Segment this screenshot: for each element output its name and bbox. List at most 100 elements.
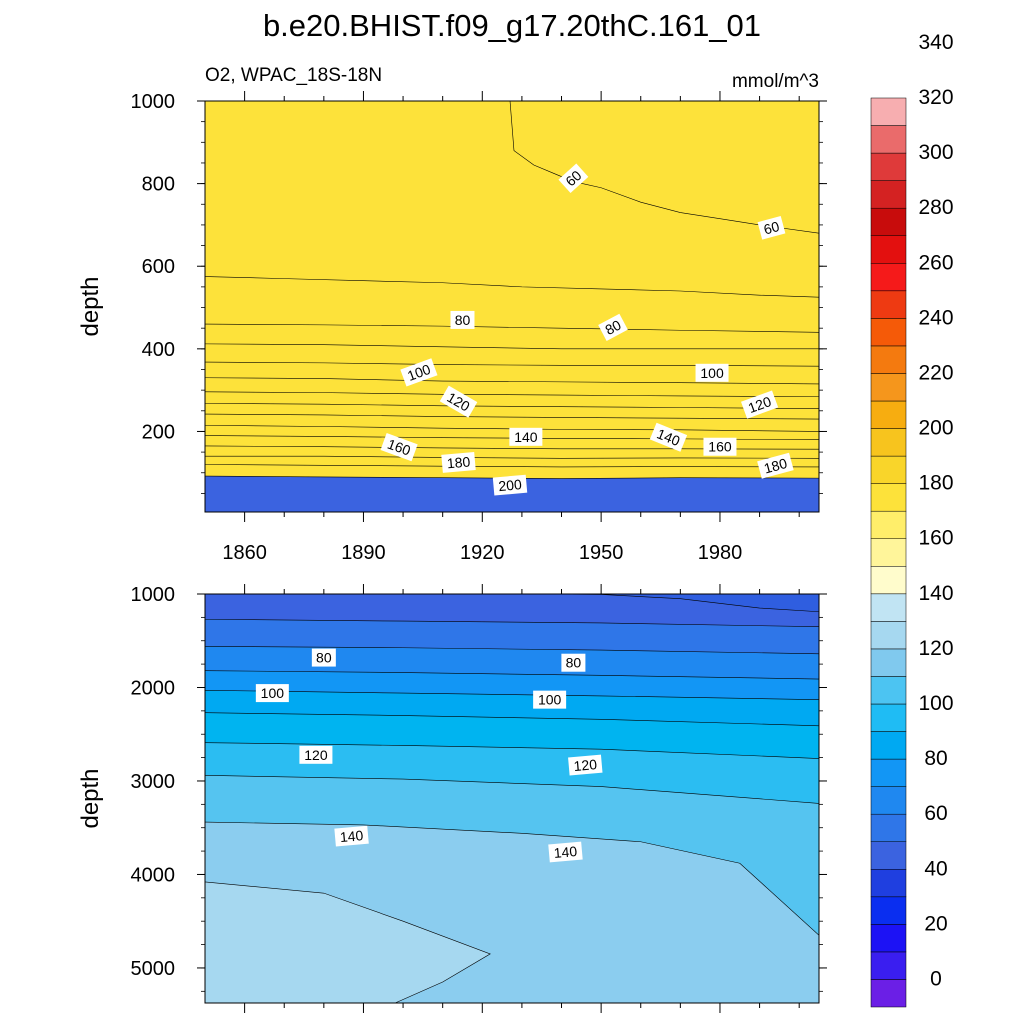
lower-contour-fill: 80 80 100 100 120 120 140 140 [205,594,819,1003]
colorbar-swatch [870,896,907,925]
svg-text:140: 140 [553,843,578,861]
colorbar-tick-label: 280 [918,196,953,219]
colorbar-swatch [870,593,907,622]
lower-contour-label: 80 [311,648,336,667]
colorbar-swatch [870,538,907,567]
colorbar: 0 20 40 60 80 100 120 140 160 180 200 220 240 260 280 3… [870,31,954,1008]
colorbar-swatch [870,786,907,815]
upper-contour-label: 180 [441,452,476,473]
lower-contour-label: 140 [548,841,583,863]
svg-text:80: 80 [602,317,623,339]
colorbar-tick-label: 100 [918,692,953,715]
panel-units-label: mmol/m^3 [732,71,819,92]
upper-contour-label: 140 [509,427,543,446]
colorbar-swatch [870,180,907,209]
upper-contour-label: 140 [649,422,688,452]
upper-contour-label: 80 [598,313,628,341]
colorbar-swatch [870,621,907,650]
upper-contour-label: 160 [380,433,418,462]
upper-y-tick-label: 400 [142,339,175,361]
upper-contour-line-180 [205,455,819,459]
colorbar-tick-label: 320 [918,86,953,109]
upper-plot-frame [204,100,820,513]
upper-contour-label: 60 [757,216,786,240]
colorbar-swatch [870,483,907,512]
colorbar-tick-label: 80 [924,747,947,770]
colorbar-tick-label: 0 [930,967,942,990]
upper-contour-line-150 [205,424,819,432]
colorbar-swatch [870,428,907,457]
upper-contour-line-130 [205,403,819,410]
colorbar-swatch [870,345,907,374]
colorbar-swatch [870,758,907,787]
upper-contour-line-90 [205,343,819,350]
lower-contour-line-90 [205,670,819,680]
upper-contour-label: 80 [450,310,475,329]
svg-text:100: 100 [700,365,724,381]
colorbar-swatch [870,263,907,292]
colorbar-swatch [870,731,907,760]
colorbar-swatch [870,841,907,870]
lower-contour-line-130 [205,775,819,804]
colorbar-tick-label: 240 [918,306,953,329]
svg-text:80: 80 [566,655,582,671]
colorbar-tick-label: 200 [918,417,953,440]
upper-contour-line-120 [205,391,819,398]
svg-text:120: 120 [746,393,774,416]
lower-contour-line-140 [205,821,819,936]
colorbar-swatch [870,400,907,429]
lower-contour-line-120 [205,742,819,759]
colorbar-swatch [870,290,907,319]
lower-y-tick-label: 1000 [131,584,176,606]
svg-text:100: 100 [261,685,285,701]
svg-text:140: 140 [514,429,538,445]
upper-contour-label: 60 [558,163,589,193]
upper-x-tick-label: 1860 [222,542,267,564]
lower-contour-label: 140 [334,825,369,847]
colorbar-tick-label: 180 [918,472,953,495]
svg-text:180: 180 [446,453,471,471]
svg-text:100: 100 [405,361,433,384]
svg-text:80: 80 [316,650,332,666]
upper-contour-label: 180 [757,452,794,479]
lower-y-tick-label: 3000 [131,771,176,793]
lower-contour-line-70 [205,618,819,628]
upper-y-tick-label: 600 [142,256,175,278]
lower-contour-line-150 [205,881,491,1003]
upper-contour-line-110 [205,377,819,385]
colorbar-tick-label: 260 [918,251,953,274]
upper-x-tick-label: 1950 [579,542,624,564]
upper-y-tick-label: 200 [142,421,175,443]
svg-text:80: 80 [455,312,471,328]
colorbar-tick-label: 20 [924,912,947,935]
svg-text:120: 120 [304,747,328,763]
colorbar-swatch [870,455,907,484]
colorbar-swatch [870,951,907,980]
colorbar-swatch [870,813,907,842]
svg-text:60: 60 [762,218,781,238]
colorbar-tick-label: 140 [918,582,953,605]
lower-contour-line-100 [205,689,819,700]
svg-text:180: 180 [762,455,789,477]
upper-contour-label: 200 [492,474,528,496]
upper-y-tick-label: 1000 [131,91,176,113]
lower-contour-label: 100 [533,690,567,709]
lower-contour-label: 80 [561,653,586,672]
lower-contour-label: 100 [255,684,289,703]
colorbar-tick-label: 120 [918,637,953,660]
colorbar-tick-label: 220 [918,361,953,384]
lower-y-axis-label: depth [77,768,104,828]
colorbar-swatch [870,648,907,677]
upper-contour-label: 120 [740,390,779,419]
upper-contour-line-190 [205,464,819,468]
colorbar-swatch [870,207,907,236]
chart-title: b.e20.BHIST.f09_g17.20thC.161_01 [263,8,761,43]
upper-contour-line-60 [509,101,819,234]
upper-contour-line-170 [205,445,819,450]
upper-band-200 [205,101,819,479]
colorbar-swatch [870,510,907,539]
colorbar-swatch [870,924,907,953]
svg-text:160: 160 [708,439,732,455]
